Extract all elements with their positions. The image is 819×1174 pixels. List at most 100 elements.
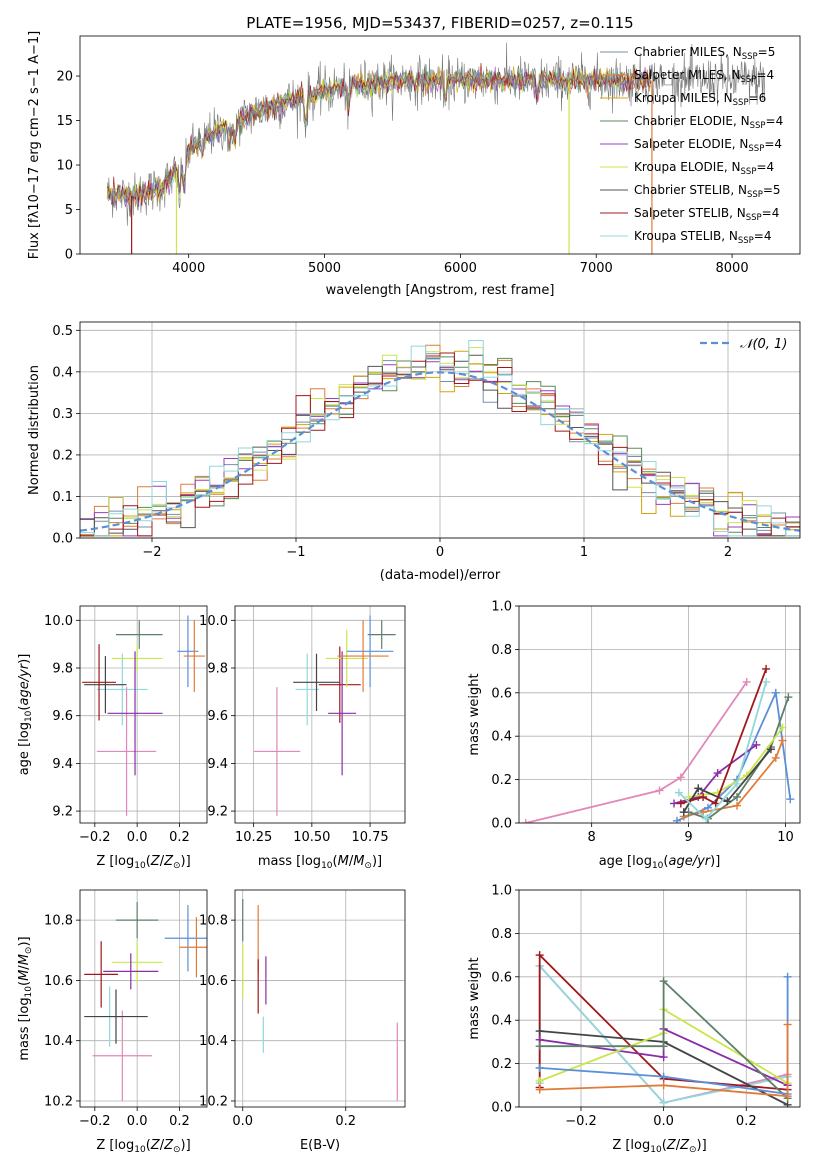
y-tick-label: 15 [56,114,73,129]
x-tick-label: −0.2 [565,1114,597,1129]
x-tick-label: 0 [436,545,444,560]
x-axis-label: mass [log10(M/M⊙)] [258,854,382,871]
x-tick-label: 8000 [716,261,749,276]
figure-title: PLATE=1956, MJD=53437, FIBERID=0257, z=0… [246,14,633,32]
x-tick-label: 0.2 [335,1114,356,1129]
axes-frame [234,605,406,824]
x-tick-label: 10 [777,830,794,845]
y-tick-label: 5 [65,203,73,218]
y-tick-label: 1.0 [491,884,512,899]
y-tick-label: 20 [56,70,73,85]
x-axis-label: Z [log10(Z/Z⊙)] [96,1138,190,1155]
y-tick-label: 10.6 [199,974,228,989]
weight-line-2 [538,952,788,1091]
y-tick-label: 0.0 [491,1101,512,1116]
x-tick-label: 7000 [580,261,613,276]
legend-label: Salpeter ELODIE, NSSP=4 [634,137,782,154]
y-axis-label: Flux [fλ10−17 erg cm−2 s−1 A−1] [27,31,42,259]
residual-histogram-panel: −2 −1 0 1 2 0.0 0.1 0.2 0.3 0.4 0.5 (data-model)/er… [27,321,801,583]
x-tick-label: −0.2 [79,1114,111,1129]
x-tick-label: −2 [142,545,161,560]
weight-line-4 [673,744,757,805]
y-tick-label: 9.6 [207,709,228,724]
y-tick-label: 10.2 [44,1094,73,1109]
axes-frame [234,889,406,1108]
y-tick-label: 10.4 [44,1034,73,1049]
spectrum-panel: 4000 5000 6000 7000 8000 0 5 10 15 20 wavelength [… [27,31,801,298]
mass-vs-metallicity-panel: −0.2 0.0 0.2 10.2 10.4 10.6 10.8 Z [log10(Z/Z⊙)… [17,889,208,1155]
x-tick-label: 10.25 [235,830,272,845]
age-vs-mass-panel: 10.25 10.50 10.75 9.2 9.4 9.6 9.8 10.0 mass [log… [199,605,406,871]
axes-frame [518,605,801,824]
x-axis-label: wavelength [Angstrom, rest frame] [326,283,555,298]
y-tick-label: 0.8 [491,643,512,658]
x-axis-label: age [log10(age/yr)] [599,854,721,871]
y-tick-label: 10 [56,159,73,174]
plot-area [521,664,795,823]
weight-line-0 [525,681,748,823]
y-tick-label: 9.4 [207,757,228,772]
x-axis-label: Z [log10(Z/Z⊙)] [612,1138,706,1155]
histogram-step-6 [80,354,800,537]
y-tick-label: 0.4 [491,730,512,745]
histogram-step-5 [80,347,800,537]
x-axis-label: E(B-V) [300,1138,340,1153]
y-tick-label: 0.2 [52,448,73,463]
y-tick-label: 0 [65,248,73,263]
x-tick-label: 4000 [172,261,205,276]
y-tick-label: 0.2 [491,773,512,788]
x-axis-label: (data-model)/error [380,568,501,583]
x-tick-label: 10.50 [293,830,330,845]
weight-line-6 [539,979,789,1099]
y-tick-label: 9.8 [52,662,73,677]
y-tick-label: 9.6 [52,709,73,724]
y-tick-label: 0.5 [52,324,73,339]
histogram-step-8 [80,340,800,537]
plot-area [82,615,205,816]
y-axis-label: mass [log10(M/M⊙)] [17,936,34,1060]
plot-area [242,899,398,1101]
axes-frame [79,889,208,1108]
y-tick-label: 0.2 [491,1057,512,1072]
y-tick-label: 10.8 [199,914,228,929]
x-tick-label: 0.0 [127,1114,148,1129]
age-vs-metallicity-panel: −0.2 0.0 0.2 9.2 9.4 9.6 9.8 10.0 Z [log10(Z/Z⊙)… [17,605,208,871]
y-tick-label: 0.8 [491,927,512,942]
axes-frame [79,35,801,255]
y-tick-label: 10.4 [199,1034,228,1049]
y-axis-label: Normed distribution [27,365,42,495]
y-tick-label: 0.0 [52,532,73,547]
axes-frame [79,605,208,824]
y-tick-label: 9.8 [207,662,228,677]
legend-label: Kroupa STELIB, NSSP=4 [634,229,772,246]
legend-label: Chabrier ELODIE, NSSP=4 [634,114,783,131]
x-tick-label: 8 [588,830,596,845]
y-tick-label: 0.0 [491,817,512,832]
y-tick-label: 9.4 [52,757,73,772]
y-axis-label: mass weight [467,673,482,755]
axes-frame [518,889,801,1108]
legend-label: Chabrier STELIB, NSSP=5 [634,183,781,200]
mass-vs-ebv-panel: 0.0 0.2 10.2 10.4 10.6 10.8 E(B-V) [199,889,406,1153]
y-tick-label: 0.4 [52,365,73,380]
y-axis-label: age [log10(age/yr)] [17,654,34,776]
x-tick-label: 0.0 [653,1114,674,1129]
plot-area [106,42,765,254]
x-tick-label: 6000 [444,261,477,276]
x-tick-label: 0.2 [169,830,190,845]
x-tick-label: 0.0 [127,830,148,845]
legend-label: Kroupa ELODIE, NSSP=4 [634,160,774,177]
plot-area [535,951,792,1107]
x-tick-label: 2 [724,545,732,560]
y-tick-label: 0.4 [491,1014,512,1029]
legend-label: Chabrier MILES, NSSP=5 [634,45,775,62]
x-tick-label: 0.2 [169,1114,190,1129]
x-tick-label: 1 [580,545,588,560]
y-tick-label: 10.0 [44,614,73,629]
legend-label: Salpeter MILES, NSSP=4 [634,68,774,85]
spectrum-model-1 [106,67,651,207]
weight-vs-metallicity-panel: −0.2 0.0 0.2 0.0 0.2 0.4 0.6 0.8 1.0 mass weight Z… [467,884,801,1155]
normal-curve [80,371,800,532]
plot-area [253,615,396,816]
